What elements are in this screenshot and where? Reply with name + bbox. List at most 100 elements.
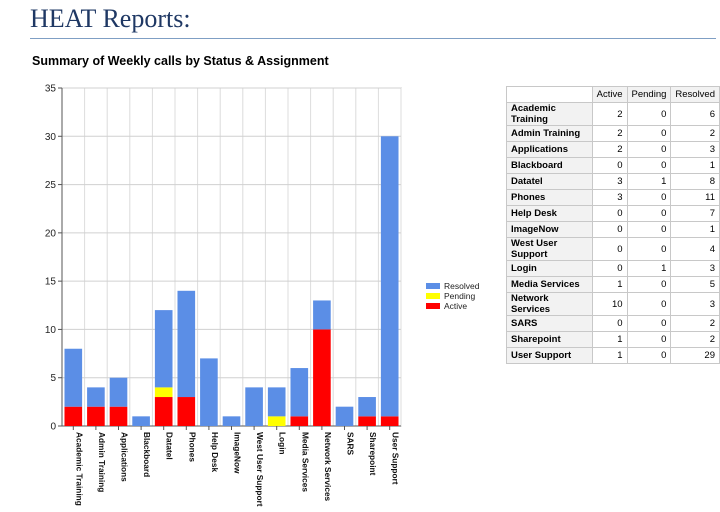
bar-resolved: [200, 358, 218, 426]
bar-resolved: [290, 368, 309, 417]
cell-active: 2: [591, 102, 628, 126]
x-tick-label: ImageNow: [233, 432, 243, 474]
plot-area: [61, 87, 402, 427]
row-label: Sharepoint: [506, 331, 593, 348]
table-body: Academic Training 2 0 6 Admin Training 2 0 2 App…: [506, 102, 720, 364]
y-tick-label: 25: [45, 180, 57, 191]
cell-active: 0: [591, 157, 628, 174]
row-label: Blackboard: [506, 157, 593, 174]
cell-active: 0: [591, 205, 628, 222]
chart-title: Summary of Weekly calls by Status & Assi…: [32, 54, 329, 68]
table-row: User Support 1 0 29: [506, 347, 720, 364]
page-title: HEAT Reports:: [30, 4, 191, 33]
x-tick-label: Admin Training: [97, 432, 107, 492]
cell-active: 3: [591, 173, 628, 190]
bar-resolved: [380, 136, 399, 417]
legend-swatch-active: [426, 303, 440, 309]
y-tick-label: 20: [45, 228, 57, 239]
cell-pending: 0: [626, 221, 672, 238]
cell-pending: 0: [626, 276, 672, 293]
summary-table: Active Pending Resolved Academic Trainin…: [506, 86, 720, 364]
cell-active: 0: [591, 260, 628, 277]
cell-resolved: 2: [670, 125, 720, 142]
cell-resolved: 7: [670, 205, 720, 222]
x-tick-label: Login: [278, 432, 288, 455]
cell-resolved: 29: [670, 347, 720, 364]
cell-active: 0: [591, 237, 628, 261]
legend-swatch-resolved: [426, 283, 440, 289]
title-divider: [30, 38, 716, 39]
table-header-row: Active Pending Resolved: [506, 86, 720, 103]
cell-resolved: 2: [670, 315, 720, 332]
legend-label-pending: Pending: [444, 291, 475, 301]
x-tick-label: Phones: [187, 432, 197, 462]
bar-active: [380, 416, 399, 426]
cell-pending: 0: [626, 102, 672, 126]
cell-active: 2: [591, 141, 628, 158]
bar-pending: [154, 387, 173, 398]
row-label: ImageNow: [506, 221, 593, 238]
table-row: Admin Training 2 0 2: [506, 125, 720, 142]
cell-active: 1: [591, 276, 628, 293]
table-row: ImageNow 0 0 1: [506, 221, 720, 238]
legend-label-active: Active: [444, 301, 467, 311]
row-label: Admin Training: [506, 125, 593, 142]
bar-active: [358, 416, 376, 426]
x-tick-label: Applications: [120, 432, 130, 482]
table-row: Media Services 1 0 5: [506, 276, 720, 293]
bar-resolved: [358, 397, 376, 417]
y-tick-label: 35: [45, 84, 57, 95]
table-row: Datatel 3 1 8: [506, 173, 720, 190]
row-label: Login: [506, 260, 593, 277]
x-tick-label: Media Services: [300, 432, 310, 492]
cell-resolved: 1: [670, 157, 720, 174]
cell-resolved: 3: [670, 260, 720, 277]
cell-pending: 0: [626, 189, 672, 206]
table-row: West User Support 0 0 4: [506, 237, 720, 261]
bar-resolved: [313, 300, 331, 330]
x-tick-label: Blackboard: [142, 432, 152, 477]
cell-resolved: 5: [670, 276, 720, 293]
cell-resolved: 3: [670, 141, 720, 158]
row-label: Phones: [506, 189, 593, 206]
x-tick-label: SARS: [346, 432, 356, 456]
cell-pending: 0: [626, 292, 672, 316]
y-tick-label: 30: [45, 132, 57, 143]
row-label: Network Services: [506, 292, 593, 316]
cell-pending: 0: [626, 141, 672, 158]
cell-pending: 0: [626, 315, 672, 332]
x-tick-label: Academic Training: [74, 432, 84, 506]
row-label: Academic Training: [506, 102, 593, 126]
cell-pending: 0: [626, 205, 672, 222]
x-tick-label: Help Desk: [210, 432, 220, 473]
cell-pending: 1: [626, 173, 672, 190]
row-label: Media Services: [506, 276, 593, 293]
table-row: Login 0 1 3: [506, 260, 720, 277]
cell-active: 0: [591, 221, 628, 238]
cell-pending: 0: [626, 125, 672, 142]
bar-resolved: [335, 406, 354, 426]
cell-resolved: 3: [670, 292, 720, 316]
row-label: SARS: [506, 315, 593, 332]
table-row: SARS 0 0 2: [506, 315, 720, 332]
y-tick-label: 10: [45, 325, 57, 336]
table-corner-cell: [506, 86, 593, 103]
row-label: User Support: [506, 347, 593, 364]
cell-resolved: 1: [670, 221, 720, 238]
x-tick-label: Datatel: [165, 432, 175, 460]
cell-active: 0: [591, 315, 628, 332]
table-row: Blackboard 0 0 1: [506, 157, 720, 174]
bar-active: [87, 406, 105, 426]
bar-resolved: [87, 387, 105, 407]
cell-active: 1: [591, 347, 628, 364]
table-row: Academic Training 2 0 6: [506, 102, 720, 126]
cell-active: 3: [591, 189, 628, 206]
column-header-resolved: Resolved: [670, 86, 720, 103]
bar-resolved: [154, 310, 173, 388]
x-tick-label: User Support: [391, 432, 401, 485]
row-label: Help Desk: [506, 205, 593, 222]
cell-resolved: 11: [670, 189, 720, 206]
bar-resolved: [132, 416, 150, 426]
cell-resolved: 6: [670, 102, 720, 126]
